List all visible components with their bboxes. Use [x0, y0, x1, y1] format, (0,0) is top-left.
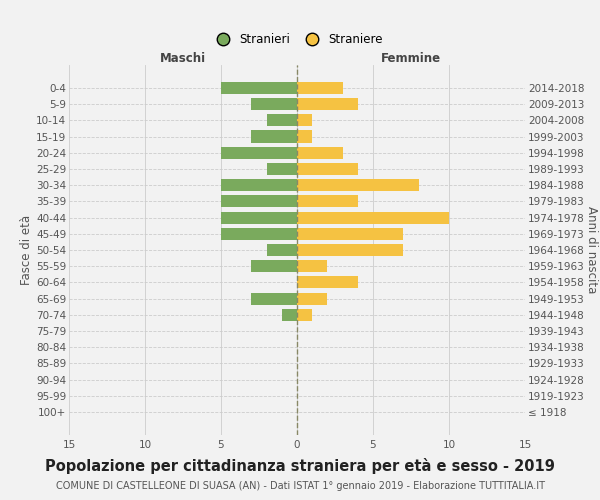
Bar	[251, 98, 297, 110]
Bar	[251, 292, 297, 304]
Bar	[297, 82, 343, 94]
Bar	[297, 130, 312, 142]
Bar	[297, 98, 358, 110]
Bar	[221, 212, 297, 224]
Bar	[221, 82, 297, 94]
Bar	[297, 212, 449, 224]
Bar	[266, 163, 297, 175]
Bar	[266, 244, 297, 256]
Bar	[297, 146, 343, 159]
Bar	[266, 114, 297, 126]
Bar	[221, 196, 297, 207]
Bar	[297, 292, 328, 304]
Bar	[297, 163, 358, 175]
Y-axis label: Anni di nascita: Anni di nascita	[586, 206, 598, 294]
Text: COMUNE DI CASTELLEONE DI SUASA (AN) - Dati ISTAT 1° gennaio 2019 - Elaborazione : COMUNE DI CASTELLEONE DI SUASA (AN) - Da…	[56, 481, 545, 491]
Bar	[297, 228, 403, 240]
Bar	[297, 309, 312, 321]
Bar	[251, 130, 297, 142]
Bar	[282, 309, 297, 321]
Bar	[297, 196, 358, 207]
Y-axis label: Fasce di età: Fasce di età	[20, 215, 33, 285]
Bar	[297, 276, 358, 288]
Bar	[297, 179, 419, 191]
Text: Maschi: Maschi	[160, 52, 206, 65]
Bar	[297, 244, 403, 256]
Bar	[251, 260, 297, 272]
Bar	[297, 260, 328, 272]
Bar	[221, 146, 297, 159]
Bar	[221, 228, 297, 240]
Legend: Stranieri, Straniere: Stranieri, Straniere	[206, 28, 388, 51]
Text: Popolazione per cittadinanza straniera per età e sesso - 2019: Popolazione per cittadinanza straniera p…	[45, 458, 555, 473]
Text: Femmine: Femmine	[381, 52, 441, 65]
Bar	[221, 179, 297, 191]
Bar	[297, 114, 312, 126]
